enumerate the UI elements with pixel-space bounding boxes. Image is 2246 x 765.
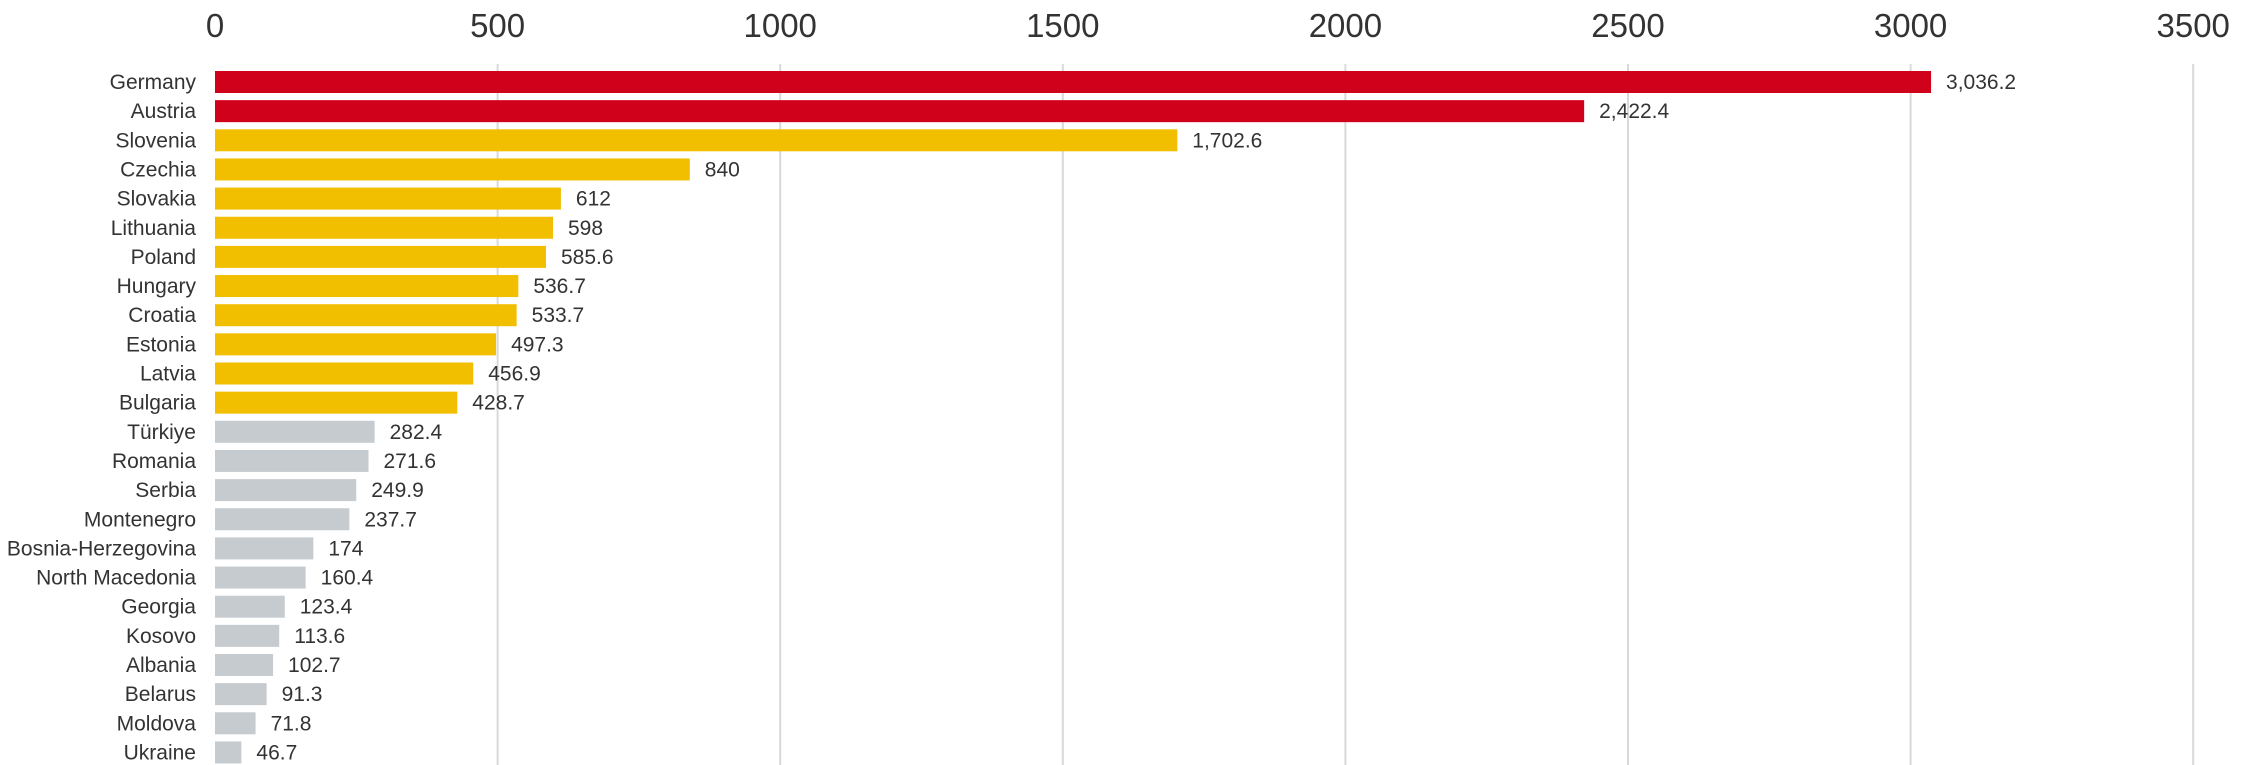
category-label-belarus: Belarus <box>125 683 196 706</box>
bar-north-macedonia <box>215 566 306 589</box>
category-label-serbia: Serbia <box>135 479 196 502</box>
bars <box>215 71 1932 764</box>
category-label-montenegro: Montenegro <box>84 508 196 531</box>
value-label-poland: 585.6 <box>561 246 614 269</box>
x-tick-label-1500: 1500 <box>1026 7 1099 44</box>
value-label-germany: 3,036.2 <box>1946 71 2016 94</box>
value-label-latvia: 456.9 <box>488 363 541 386</box>
bar-czechia <box>215 158 690 181</box>
x-tick-label-2000: 2000 <box>1309 7 1382 44</box>
x-tick-label-3500: 3500 <box>2156 7 2229 44</box>
category-label-moldova: Moldova <box>117 712 197 735</box>
category-label-czechia: Czechia <box>120 158 196 181</box>
value-label-slovenia: 1,702.6 <box>1192 129 1262 152</box>
bar-montenegro <box>215 508 350 531</box>
bar-belarus <box>215 683 267 706</box>
value-label-estonia: 497.3 <box>511 333 564 356</box>
bar-slovakia <box>215 187 561 210</box>
bar-kosovo <box>215 624 280 647</box>
category-label-romania: Romania <box>112 450 196 473</box>
grid-lines <box>496 64 2195 765</box>
category-label-latvia: Latvia <box>140 363 196 386</box>
value-label-bulgaria: 428.7 <box>472 392 525 415</box>
category-label-austria: Austria <box>131 100 197 123</box>
bar-georgia <box>215 595 285 618</box>
value-label-moldova: 71.8 <box>271 712 312 735</box>
bar-poland <box>215 245 546 268</box>
bar-romania <box>215 449 369 472</box>
value-label-czechia: 840 <box>705 158 740 181</box>
value-label-ukraine: 46.7 <box>256 741 297 764</box>
value-label-hungary: 536.7 <box>533 275 586 298</box>
category-label-croatia: Croatia <box>128 304 196 327</box>
bar-latvia <box>215 362 474 385</box>
x-tick-label-0: 0 <box>206 7 224 44</box>
value-label-austria: 2,422.4 <box>1599 100 1669 123</box>
category-label-estonia: Estonia <box>126 333 196 356</box>
value-label-t-rkiye: 282.4 <box>390 421 443 444</box>
category-label-hungary: Hungary <box>117 275 197 298</box>
category-label-georgia: Georgia <box>121 596 196 619</box>
category-label-bosnia-herzegovina: Bosnia-Herzegovina <box>7 537 196 560</box>
bar-croatia <box>215 304 517 327</box>
value-label-slovakia: 612 <box>576 188 611 211</box>
bar-ukraine <box>215 741 242 764</box>
bar-bulgaria <box>215 391 458 414</box>
category-label-poland: Poland <box>131 246 196 269</box>
category-labels: Germany Austria Slovenia Czechia Slovakia Lit… <box>7 71 197 764</box>
x-tick-label-500: 500 <box>470 7 525 44</box>
bar-lithuania <box>215 216 553 239</box>
category-label-albania: Albania <box>126 654 196 677</box>
bar-t-rkiye <box>215 420 375 443</box>
bar-estonia <box>215 333 497 356</box>
category-label-slovenia: Slovenia <box>115 129 196 152</box>
bar-moldova <box>215 712 256 735</box>
bar-austria <box>215 100 1585 123</box>
value-label-belarus: 91.3 <box>282 683 323 706</box>
category-label-slovakia: Slovakia <box>117 188 197 211</box>
value-label-north-macedonia: 160.4 <box>321 567 374 590</box>
bar-slovenia <box>215 129 1178 152</box>
bar-hungary <box>215 275 519 298</box>
value-label-bosnia-herzegovina: 174 <box>328 537 363 560</box>
value-label-kosovo: 113.6 <box>294 625 345 648</box>
value-labels: 3,036.2 2,422.4 1,702.6 840 612 598 585.6 536.7… <box>256 71 2016 764</box>
value-label-serbia: 249.9 <box>371 479 424 502</box>
x-tick-label-3000: 3000 <box>1874 7 1947 44</box>
value-label-lithuania: 598 <box>568 217 603 240</box>
category-label-t-rkiye: Türkiye <box>127 421 196 444</box>
value-label-croatia: 533.7 <box>532 304 585 327</box>
bar-germany <box>215 71 1932 93</box>
bar-bosnia-herzegovina <box>215 537 314 560</box>
category-label-ukraine: Ukraine <box>124 741 196 764</box>
x-tick-label-2500: 2500 <box>1591 7 1664 44</box>
category-label-north-macedonia: North Macedonia <box>36 567 196 590</box>
category-label-kosovo: Kosovo <box>126 625 196 648</box>
x-axis-tick-labels: 0 500 1000 1500 2000 2500 3000 3500 <box>206 7 2230 44</box>
bar-albania <box>215 654 274 676</box>
value-label-albania: 102.7 <box>288 654 341 677</box>
x-tick-label-1000: 1000 <box>743 7 816 44</box>
category-label-lithuania: Lithuania <box>111 217 197 240</box>
value-label-montenegro: 237.7 <box>364 508 417 531</box>
value-label-romania: 271.6 <box>384 450 437 473</box>
category-label-bulgaria: Bulgaria <box>119 392 196 415</box>
value-label-georgia: 123.4 <box>300 596 353 619</box>
category-label-germany: Germany <box>110 71 197 94</box>
bar-serbia <box>215 479 357 502</box>
